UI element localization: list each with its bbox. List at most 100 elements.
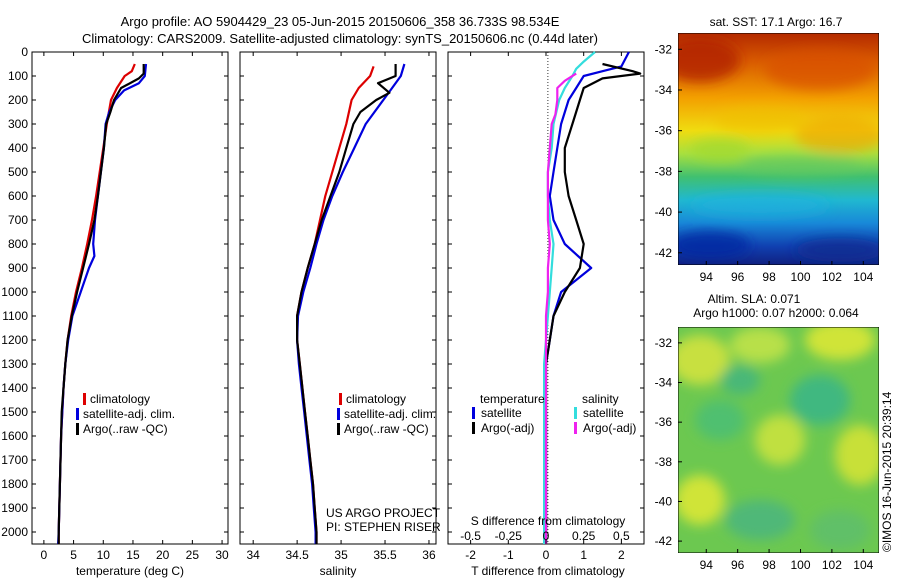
temperature-legend-satellite: satellite-adj. clim. [83,407,175,421]
series-line-climatology [57,63,136,544]
salinity-series-group [296,63,406,544]
map-lon-label: 102 [822,270,842,284]
credit-project: US ARGO PROJECT [326,506,441,520]
map-lat-label: -40 [655,494,673,508]
legend-swatch-argo [337,423,340,435]
map-lat-label: -38 [655,164,673,178]
difference-s-label: S difference from climatology [471,514,626,528]
map-lat-label: -34 [655,83,673,97]
salinity-tick-label: 35.5 [373,548,397,562]
depth-tick-label: 700 [8,213,28,227]
salinity-legend: climatology satellite-adj. clim. Argo(..… [337,392,436,436]
legend-swatch-satellite [76,408,79,420]
depth-tick-label: 1100 [2,309,28,323]
map-lat-label: -36 [655,415,673,429]
depth-tick-label: 300 [8,117,28,131]
figure-title-line1: Argo profile: AO 5904429_23 05-Jun-2015 … [121,14,560,29]
difference-series-group [542,51,642,544]
difference-t-label: T difference from climatology [471,564,625,578]
difference-t-tick-label: 2 [618,548,625,562]
depth-tick-label: 1000 [1,285,28,299]
sla-map-axes: -32 -34 -36 -38 -40 -42 94 96 98 100 102 104 [655,336,874,572]
series-line-argo-raw-qc- [57,64,145,544]
depth-tick-label: 1700 [1,453,28,467]
salinity-tick-label: 35 [334,548,348,562]
figure-title-line2: Climatology: CARS2009. Satellite-adjuste… [82,31,598,46]
legend-swatch-climatology [83,393,86,405]
difference-t-tick-label: -2 [465,548,476,562]
map-lon-label: 100 [790,558,810,572]
map-lon-label: 96 [731,270,745,284]
series-line-argo-raw-qc- [296,64,397,544]
temperature-tick-label: 15 [126,548,140,562]
sla-map-image [678,327,879,553]
depth-tick-label: 0 [21,45,28,59]
depth-axis: 0 100 200 300 400 500 600 700 800 900 1000 1100 1200… [1,45,644,539]
map-lat-label: -36 [655,124,673,138]
depth-tick-label: 900 [8,261,28,275]
sst-map-image [678,33,879,265]
legend-swatch-climatology [339,393,342,405]
temperature-panel-frame [31,51,229,545]
temperature-tick-label: 25 [186,548,200,562]
map-lat-label: -42 [655,534,673,548]
depth-tick-label: 1900 [1,501,28,515]
depth-tick-label: 500 [8,165,28,179]
legend-swatch-s-argo [574,422,577,434]
series-line-salinity-satellite [542,51,596,544]
legend-swatch-argo [76,423,79,435]
temperature-tick-label: 20 [156,548,170,562]
map-lon-label: 96 [731,558,745,572]
temperature-x-axis: 0 5 10 15 20 25 30 [41,52,229,562]
temperature-series-group [57,63,148,545]
map-lon-label: 102 [822,558,842,572]
series-line-salinity-argo-adj- [544,72,577,544]
depth-tick-label: 1600 [1,429,28,443]
depth-tick-label: 800 [8,237,28,251]
legend-s-argo: Argo(-adj) [583,421,636,435]
difference-t-tick-label: 0 [543,548,550,562]
difference-t-tick-label: 1 [580,548,587,562]
salinity-tick-label: 34.5 [285,548,309,562]
depth-tick-label: 600 [8,189,28,203]
salinity-tick-label: 34 [247,548,261,562]
depth-tick-label: 1400 [1,381,28,395]
series-line-climatology [296,66,375,544]
series-line-temperature-satellite [542,51,630,544]
map-lat-label: -38 [655,455,673,469]
difference-t-axis: -2 -1 0 1 2 [465,52,625,562]
temperature-tick-label: 10 [97,548,111,562]
difference-s-tick-label: 0 [543,529,550,543]
legend-head-salinity: salinity [582,392,619,406]
depth-tick-label: 100 [8,69,28,83]
sla-map-title-line1: Altim. SLA: 0.071 [708,292,801,306]
difference-legend: temperature salinity satellite Argo(-adj… [472,392,636,435]
credit-pi: PI: STEPHEN RISER [326,520,441,534]
depth-tick-label: 1500 [1,405,28,419]
map-lat-label: -42 [655,246,673,260]
salinity-legend-climatology: climatology [346,392,406,406]
temperature-legend-argo: Argo(..raw -QC) [83,422,168,436]
map-lon-label: 104 [853,558,873,572]
salinity-legend-argo: Argo(..raw -QC) [344,422,429,436]
copyright-footer: ©IMOS 16-Jun-2015 20:39:14 [880,391,894,552]
legend-swatch-t-argo [472,422,475,434]
map-lat-label: -32 [655,336,673,350]
map-lon-label: 98 [762,558,776,572]
map-lat-label: -40 [655,205,673,219]
legend-swatch-t-satellite [472,407,475,419]
difference-s-axis: -0.5 -0.25 0 0.25 0.5 [460,529,630,543]
sst-map-axes: -32 -34 -36 -38 -40 -42 94 96 98 100 102 104 [655,42,874,284]
salinity-tick-label: 36 [422,548,436,562]
salinity-x-label: salinity [320,564,357,578]
difference-s-tick-label: 0.5 [613,529,630,543]
series-line-satellite-adj-clim- [57,63,148,545]
temperature-tick-label: 30 [215,548,229,562]
map-lon-label: 100 [790,270,810,284]
map-lon-label: 94 [700,558,714,572]
difference-t-tick-label: -1 [503,548,514,562]
legend-swatch-s-satellite [574,407,577,419]
salinity-legend-satellite: satellite-adj. clim. [344,407,436,421]
temperature-legend: climatology satellite-adj. clim. Argo(..… [76,392,175,436]
